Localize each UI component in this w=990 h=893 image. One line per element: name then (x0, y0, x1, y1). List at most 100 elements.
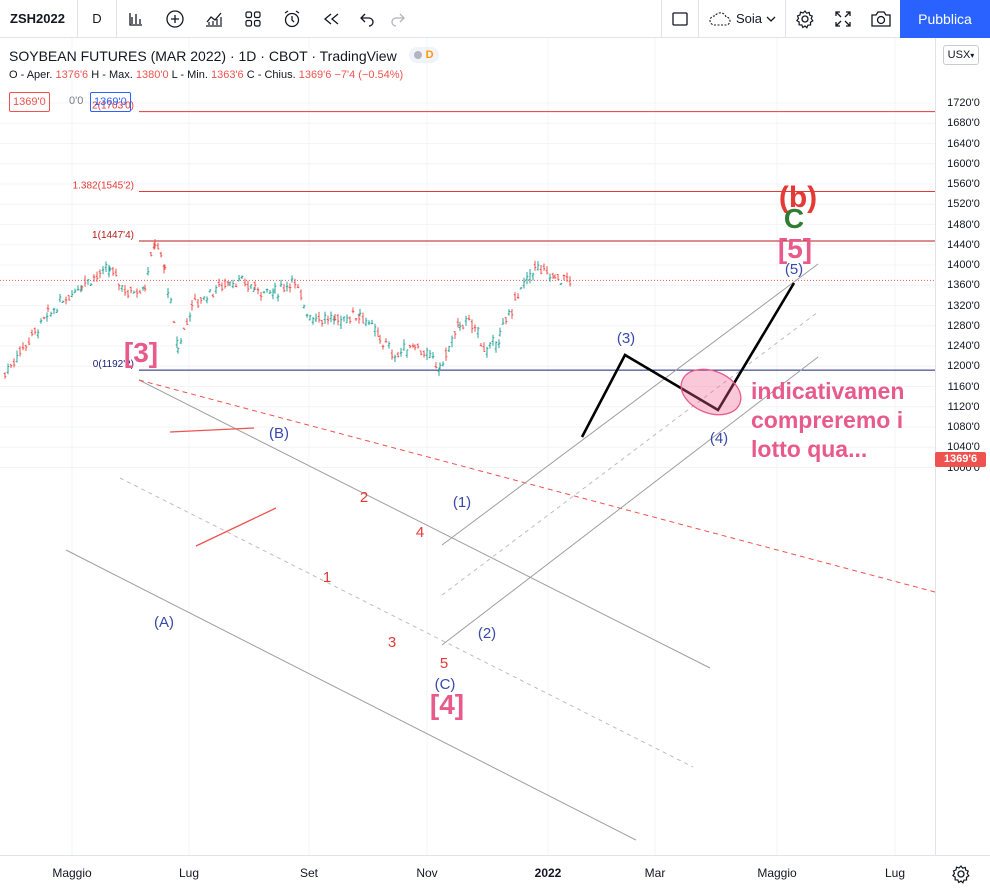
wave-c-label: C (784, 203, 804, 234)
cloud-save-button[interactable]: Soia (699, 0, 785, 38)
time-tick-label: Nov (416, 866, 438, 880)
ohlc-change: −7'4 (−0.54%) (334, 69, 404, 81)
layouts-icon[interactable] (234, 0, 273, 38)
price-axis[interactable]: 1720'0 1680'0 1640'0 1600'0 1560'0 1520'0 1480… (935, 38, 990, 855)
time-tick-label: Set (299, 866, 319, 880)
settings-icon[interactable] (786, 0, 824, 38)
fullscreen-square-icon[interactable] (662, 0, 698, 38)
fib-level-label: 1.382(1545'2) (73, 180, 134, 191)
currency-label: USX (947, 49, 971, 61)
cloud-icon (709, 11, 731, 26)
undo-icon[interactable] (351, 0, 384, 38)
indicators-icon[interactable] (117, 0, 156, 38)
chevron-down-icon (766, 16, 776, 22)
note-line-1: indicativamen (751, 378, 904, 404)
wave-c-small-label: (C) (435, 676, 456, 693)
projection-path (580, 282, 796, 438)
wave-a-label: (A) (154, 614, 174, 631)
wave-5-big-label: [5] (778, 233, 812, 264)
ohlc-low-label: L - Min. (171, 69, 208, 81)
price-tick-label: 1560'0 (947, 178, 980, 190)
note-line-2: compreremo i (751, 407, 903, 433)
price-tick-label: 1520'0 (947, 198, 980, 211)
chart-title-text: SOYBEAN FUTURES (MAR 2022) · 1D · CBOT ·… (9, 48, 397, 64)
fib-level-label: 1(1447'4) (92, 230, 134, 241)
wave-4-big-label: [4] (430, 689, 464, 720)
time-axis[interactable]: Maggio Lug Set Nov 2022 Mar Maggio Lug (0, 855, 990, 893)
price-tick-label: 1080'0 (947, 421, 980, 433)
wave-3-big-label: [3] (124, 337, 158, 368)
subwave-1-label: 1 (323, 569, 331, 586)
subwave-2-label: 2 (360, 489, 368, 506)
subwave-4-label: 4 (416, 524, 424, 541)
sell-button[interactable]: 1369'0 (9, 92, 50, 112)
note-line-3: lotto qua... (751, 436, 867, 462)
price-tick-label: 1600'0 (947, 157, 980, 170)
add-icon[interactable] (156, 0, 195, 38)
delay-dot (413, 51, 422, 59)
chart-title: SOYBEAN FUTURES (MAR 2022) · 1D · CBOT ·… (9, 47, 439, 64)
time-tick-label: Lug (178, 866, 200, 880)
replay-icon[interactable] (312, 0, 351, 38)
toolbar-divider (785, 0, 786, 38)
resistance-dashed-line (138, 379, 935, 593)
ohlc-high-label: H - Max. (91, 69, 133, 81)
time-tick-label: Mar (644, 866, 666, 880)
ohlc-high: 1380'0 (135, 69, 169, 81)
axis-settings-icon[interactable] (951, 864, 971, 889)
buy-button[interactable]: 1369'0 (90, 92, 131, 112)
delay-badge-label: D (425, 49, 434, 61)
price-tick-label: 1640'0 (947, 137, 980, 150)
alert-icon[interactable] (273, 0, 312, 38)
wave-3-small-label: (3) (617, 330, 635, 347)
top-toolbar: ZSH2022 D Soia Pubblica (0, 0, 990, 38)
chart-pane[interactable]: 2(1703'0) 1.382(1545'2) 1(1447'4) 0(1192'2)… (0, 38, 935, 855)
symbol-search-button[interactable]: ZSH2022 (10, 11, 65, 26)
price-tick-label: 1040'0 (947, 441, 980, 454)
time-tick-label: 2022 (534, 866, 562, 880)
price-tick-label: 1720'0 (947, 97, 980, 109)
ohlc-close: 1369'6 (298, 69, 332, 81)
camera-icon[interactable] (862, 0, 900, 38)
time-tick-label: Maggio (52, 866, 92, 880)
channel-upper-line (138, 379, 711, 669)
interval-button[interactable]: D (92, 11, 102, 26)
ohlc-open: 1376'6 (55, 69, 89, 81)
wave-2-small-label: (2) (478, 625, 496, 642)
toolbar-divider (698, 0, 699, 38)
price-tick-label: 1480'0 (947, 218, 980, 231)
chart-type-icon[interactable] (195, 0, 234, 38)
impulse-channel-mid (441, 311, 819, 596)
channel-mid-line (119, 477, 694, 768)
toolbar-divider (76, 0, 78, 38)
ohlc-low: 1363'6 (210, 69, 244, 81)
chevron-down-icon: ▾ (970, 51, 975, 60)
subwave-3-label: 3 (388, 634, 396, 651)
wave-b-label: (b) (779, 181, 817, 214)
impulse-channel-upper (441, 263, 819, 546)
price-tick-label: 1120'0 (947, 400, 980, 413)
time-tick-label: Maggio (757, 866, 797, 880)
ohlc-open-label: O - Aper. (9, 69, 53, 81)
buy-zone-ellipse (680, 368, 742, 416)
price-tick-label: 1280'0 (947, 319, 980, 332)
ohlc-legend: O - Aper. 1376'6 H - Max. 1380'0 L - Min… (9, 69, 403, 81)
toolbar-divider (661, 0, 662, 38)
time-tick-label: Lug (884, 866, 906, 880)
toolbar-divider (115, 0, 117, 38)
fullscreen-icon[interactable] (824, 0, 862, 38)
currency-selector[interactable]: USX▾ (943, 45, 979, 65)
price-tick-label: 1400'0 (947, 259, 980, 271)
price-tick-label: 1440'0 (947, 238, 980, 251)
spread-value: 0'0 (69, 95, 84, 107)
fib-level-label: 2(1703'0) (92, 101, 134, 112)
ohlc-close-label: C - Chius. (246, 69, 296, 81)
redo-icon[interactable] (384, 0, 412, 38)
wave-5-small-label: (5) (785, 261, 803, 278)
price-tick-label: 1360'0 (947, 279, 980, 292)
price-tick-label: 1200'0 (947, 360, 980, 373)
cloud-label: Soia (735, 11, 763, 26)
price-tick-label: 1320'0 (947, 299, 980, 312)
current-price-label: 1369'6 (935, 452, 986, 467)
publish-button[interactable]: Pubblica (900, 0, 990, 38)
